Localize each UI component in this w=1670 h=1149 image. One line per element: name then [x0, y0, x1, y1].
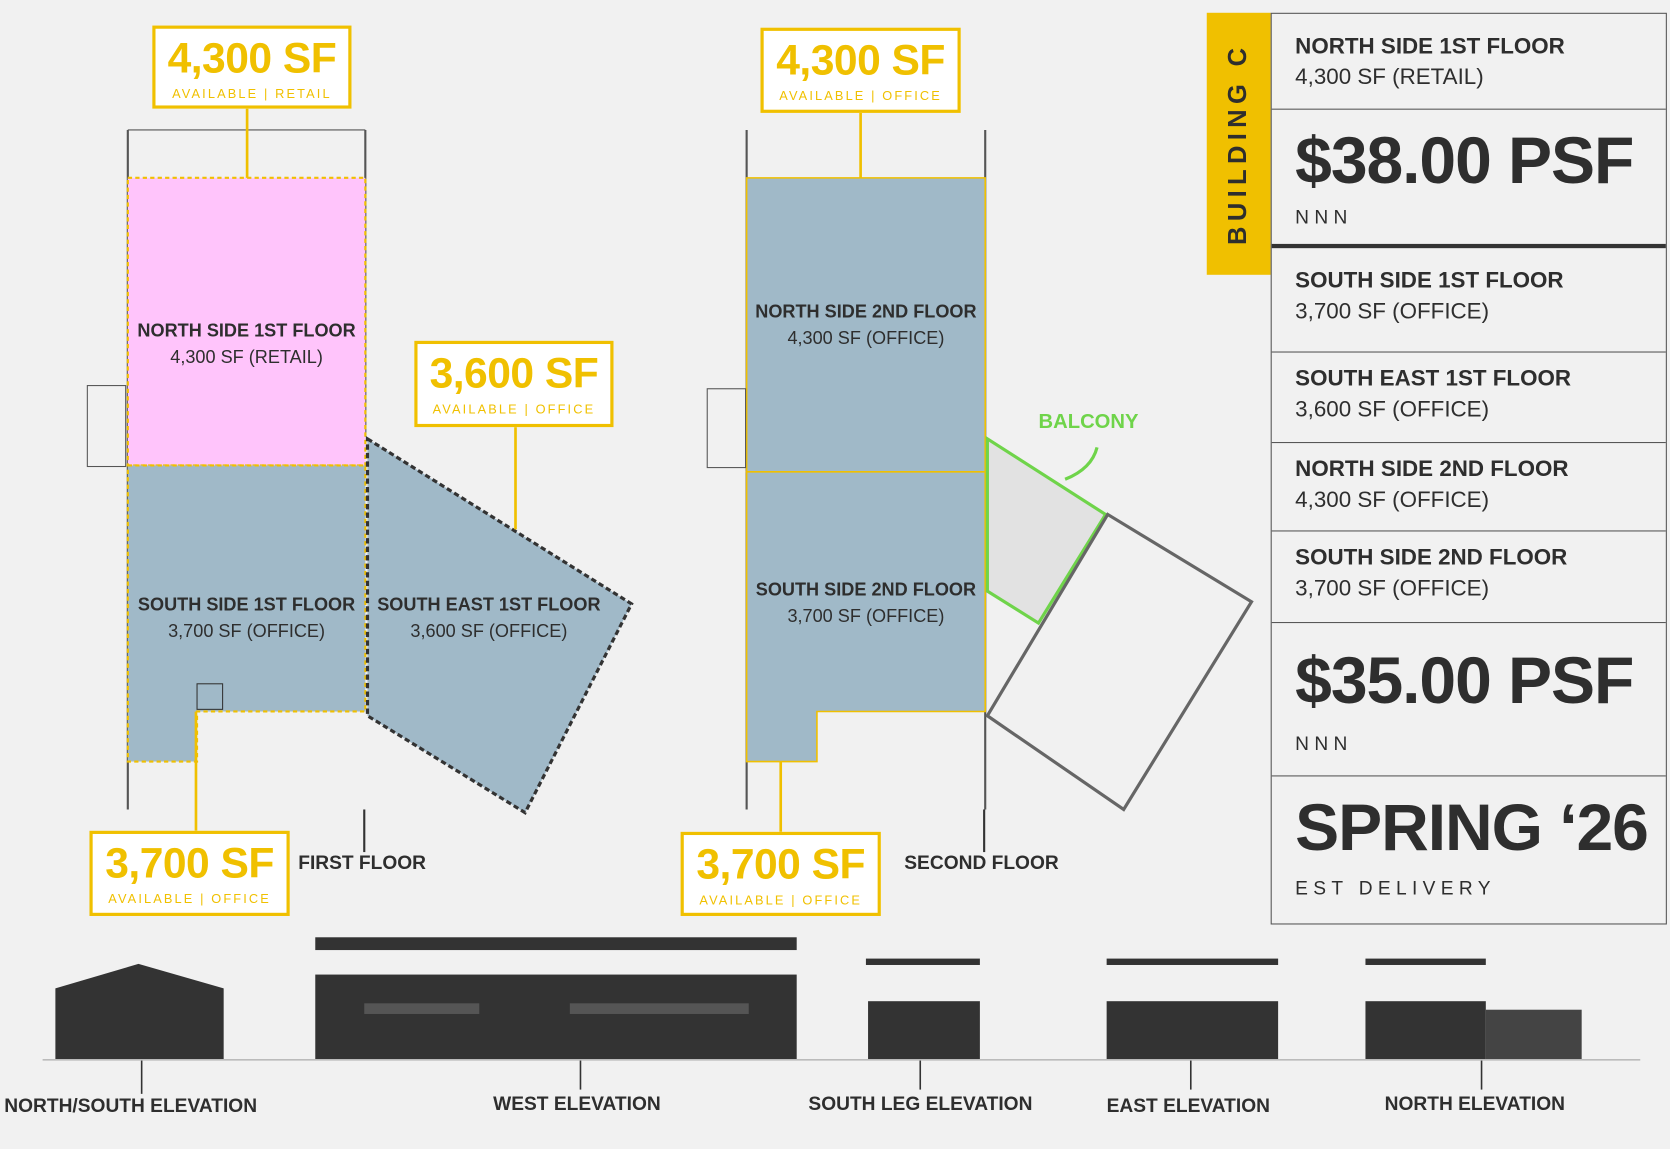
callout-size: 3,600 SF [429, 350, 599, 398]
elevation-label-east: EAST ELEVATION [1106, 1094, 1270, 1117]
zone-detail: 4,300 SF (OFFICE) [787, 328, 945, 349]
elevation-drawings [42, 937, 1641, 1094]
building-name: BUILDING C [1223, 42, 1253, 245]
panel-row-price-38: $38.00 PSF NNN [1271, 110, 1666, 249]
callout-leaders [194, 108, 862, 832]
stair-2nd-floor [706, 388, 747, 469]
row-title: NORTH SIDE 2ND FLOOR [1295, 456, 1569, 482]
row-detail: 3,700 SF (OFFICE) [1295, 576, 1490, 601]
panel-row-north-2nd: NORTH SIDE 2ND FLOOR 4,300 SF (OFFICE) [1271, 443, 1666, 532]
panel-row-north-1st: NORTH SIDE 1ST FLOOR 4,300 SF (RETAIL) [1271, 14, 1666, 110]
zone-label-north-1st: NORTH SIDE 1ST FLOOR 4,300 SF (RETAIL) [128, 320, 366, 369]
north-south-elevation [55, 963, 224, 1060]
zone-title: SOUTH SIDE 2ND FLOOR [755, 579, 977, 600]
callout-sub: AVAILABLE | OFFICE [432, 401, 596, 417]
row-detail: 4,300 SF (RETAIL) [1295, 64, 1484, 90]
callout-south-east-1st-office: 3,600 SF AVAILABLE | OFFICE [414, 340, 614, 428]
pricing-panel: NORTH SIDE 1ST FLOOR 4,300 SF (RETAIL) $… [1270, 12, 1667, 925]
price: $38.00 PSF [1295, 124, 1634, 199]
row-title: SOUTH SIDE 1ST FLOOR [1295, 268, 1564, 293]
price: $35.00 PSF [1295, 644, 1634, 718]
callout-sub: AVAILABLE | OFFICE [779, 88, 942, 104]
elevation-label-north: NORTH ELEVATION [1384, 1092, 1565, 1115]
second-floor-plan [706, 129, 1254, 853]
zone-detail: 3,700 SF (OFFICE) [787, 606, 945, 627]
row-detail: 3,600 SF (OFFICE) [1295, 397, 1490, 422]
stair-1st-floor [86, 385, 127, 468]
roof-outline [985, 512, 1254, 812]
lease-type: NNN [1295, 206, 1353, 228]
panel-row-south-1st: SOUTH SIDE 1ST FLOOR 3,700 SF (OFFICE) [1271, 248, 1666, 353]
north-side-1st-floor-area[interactable] [126, 176, 367, 467]
zone-detail: 3,700 SF (OFFICE) [168, 620, 326, 642]
elevation-label-north-south: NORTH/SOUTH ELEVATION [4, 1094, 258, 1117]
delivery-label: EST DELIVERY [1295, 877, 1496, 899]
first-floor-label: FIRST FLOOR [298, 852, 427, 874]
callout-sub: AVAILABLE | OFFICE [699, 892, 863, 908]
callout-sub: AVAILABLE | RETAIL [172, 86, 332, 102]
callout-size: 3,700 SF [696, 841, 866, 889]
row-title: SOUTH EAST 1ST FLOOR [1295, 366, 1572, 391]
zone-label-south-east-1st: SOUTH EAST 1ST FLOOR 3,600 SF (OFFICE) [370, 593, 609, 642]
zone-label-south-2nd: SOUTH SIDE 2ND FLOOR 3,700 SF (OFFICE) [747, 578, 986, 627]
zone-title: SOUTH SIDE 1ST FLOOR [137, 594, 356, 615]
first-floor-plan [86, 129, 634, 853]
west-elevation-roof [315, 937, 797, 951]
panel-row-south-east-1st: SOUTH EAST 1ST FLOOR 3,600 SF (OFFICE) [1271, 353, 1666, 444]
balcony-label: BALCONY [1038, 411, 1139, 434]
row-detail: 4,300 SF (OFFICE) [1295, 487, 1490, 513]
zone-label-south-1st: SOUTH SIDE 1ST FLOOR 3,700 SF (OFFICE) [128, 593, 366, 642]
zone-label-north-2nd: NORTH SIDE 2ND FLOOR 4,300 SF (OFFICE) [747, 300, 986, 349]
balcony-arrow-icon [1064, 446, 1099, 481]
delivery-date: SPRING ‘26 [1295, 791, 1649, 865]
zone-title: NORTH SIDE 1ST FLOOR [137, 320, 356, 341]
east-elevation [1106, 1001, 1279, 1060]
building-tab: BUILDING C [1206, 12, 1271, 275]
callout-north-1st-retail: 4,300 SF AVAILABLE | RETAIL [152, 25, 352, 109]
south-east-1st-floor-area[interactable] [365, 435, 634, 815]
west-elevation [315, 974, 797, 1060]
row-title: NORTH SIDE 1ST FLOOR [1295, 34, 1565, 59]
zone-title: NORTH SIDE 2ND FLOOR [755, 301, 977, 322]
callout-size: 3,700 SF [105, 840, 274, 888]
callout-south-1st-office: 3,700 SF AVAILABLE | OFFICE [89, 830, 290, 916]
balcony-area[interactable] [985, 435, 1108, 626]
callout-south-2nd-office: 3,700 SF AVAILABLE | OFFICE [680, 831, 881, 916]
zone-detail: 4,300 SF (RETAIL) [170, 347, 323, 368]
elevation-label-west: WEST ELEVATION [493, 1092, 661, 1115]
callout-size: 4,300 SF [776, 37, 945, 85]
panel-row-price-35: $35.00 PSF NNN [1271, 623, 1666, 777]
panel-row-delivery: SPRING ‘26 EST DELIVERY [1272, 776, 1666, 925]
elevation-label-south-leg: SOUTH LEG ELEVATION [808, 1092, 1033, 1115]
second-floor-label: SECOND FLOOR [904, 852, 1059, 874]
lease-type: NNN [1295, 732, 1353, 755]
callout-sub: AVAILABLE | OFFICE [108, 891, 271, 907]
zone-detail: 3,600 SF (OFFICE) [410, 620, 568, 642]
callout-size: 4,300 SF [167, 35, 337, 83]
panel-row-south-2nd: SOUTH SIDE 2ND FLOOR 3,700 SF (OFFICE) [1271, 531, 1666, 624]
row-title: SOUTH SIDE 2ND FLOOR [1295, 545, 1568, 570]
callout-north-2nd-office: 4,300 SF AVAILABLE | OFFICE [760, 27, 961, 113]
elevator-shaft [196, 683, 224, 710]
zone-title: SOUTH EAST 1ST FLOOR [377, 594, 601, 615]
south-side-2nd-floor-area[interactable] [745, 471, 987, 763]
south-leg-elevation [868, 1001, 980, 1060]
row-detail: 3,700 SF (OFFICE) [1295, 299, 1490, 324]
north-elevation [1365, 1001, 1486, 1060]
